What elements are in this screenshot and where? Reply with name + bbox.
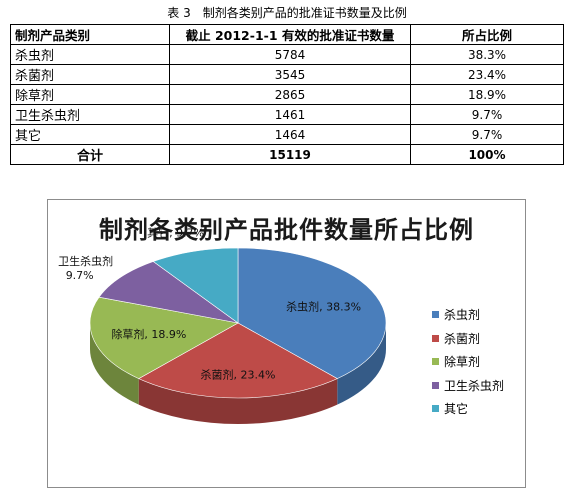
legend-swatch xyxy=(432,405,439,413)
table-title: 制剂各类别产品的批准证书数量及比例 xyxy=(202,6,407,20)
header-category: 制剂产品类别 xyxy=(10,24,170,45)
row-category: 杀菌剂 xyxy=(10,64,170,85)
row-category: 卫生杀虫剂 xyxy=(10,104,170,125)
pie-side-walls xyxy=(90,323,386,424)
header-percent: 所占比例 xyxy=(410,24,564,45)
slice-herbicide xyxy=(89,296,239,379)
legend-label: 除草剂 xyxy=(444,355,481,370)
data-label: 杀菌剂, 23.4% xyxy=(201,367,276,381)
table-row: 杀虫剂 5784 38.3% xyxy=(10,44,564,65)
row-percent: 18.9% xyxy=(410,84,564,105)
table-row: 杀菌剂 3545 23.4% xyxy=(10,64,564,85)
table-total-row: 合计 15119 100% xyxy=(10,144,564,165)
table-caption: 表 3 制剂各类别产品的批准证书数量及比例 xyxy=(0,4,574,21)
total-count: 15119 xyxy=(169,144,411,165)
table-row: 卫生杀虫剂 1461 9.7% xyxy=(10,104,564,125)
table-row: 除草剂 2865 18.9% xyxy=(10,84,564,105)
row-percent: 9.7% xyxy=(410,104,564,125)
table-number: 表 3 xyxy=(167,6,191,20)
data-label: 卫生杀虫剂 9.7% xyxy=(58,254,113,282)
chart-title: 制剂各类别产品批件数量所占比例 xyxy=(99,216,474,244)
row-count: 3545 xyxy=(169,64,411,85)
row-count: 5784 xyxy=(169,44,411,65)
row-count: 1461 xyxy=(169,104,411,125)
legend-item: 杀虫剂 xyxy=(432,303,504,327)
row-percent: 38.3% xyxy=(410,44,564,65)
data-table: 制剂产品类别 截止 2012-1-1 有效的批准证书数量 所占比例 杀虫剂 57… xyxy=(10,24,564,165)
row-category: 其它 xyxy=(10,124,170,145)
legend-item: 其它 xyxy=(432,397,504,421)
data-label: 杀虫剂, 38.3% xyxy=(286,299,361,313)
pie-chart: 杀虫剂, 38.3% 杀菌剂, 23.4% 除草剂, 18.9% 卫生杀虫剂 9.7% 其… xyxy=(58,226,387,424)
row-category: 杀虫剂 xyxy=(10,44,170,65)
table-row: 其它 1464 9.7% xyxy=(10,124,564,145)
legend-item: 除草剂 xyxy=(432,350,504,374)
row-count: 1464 xyxy=(169,124,411,145)
slice-other xyxy=(152,247,239,324)
pie-chart-panel: 制剂各类别产品批件数量所占比例 杀虫剂, 38.3% 杀菌剂, 23.4% 除草剂,… xyxy=(47,199,526,488)
slice-hygiene-insecticide xyxy=(98,261,239,324)
legend-label: 杀菌剂 xyxy=(444,331,481,346)
legend-label: 卫生杀虫剂 xyxy=(444,378,505,393)
table-header-row: 制剂产品类别 截止 2012-1-1 有效的批准证书数量 所占比例 xyxy=(10,24,564,45)
legend-swatch xyxy=(432,311,439,319)
slice-herbicide-side xyxy=(90,323,139,405)
legend-label: 其它 xyxy=(444,402,469,417)
row-percent: 9.7% xyxy=(410,124,564,145)
row-count: 2865 xyxy=(169,84,411,105)
legend-item: 卫生杀虫剂 xyxy=(432,374,504,398)
data-label: 除草剂, 18.9% xyxy=(111,327,186,341)
legend-swatch xyxy=(432,334,439,342)
legend-item: 杀菌剂 xyxy=(432,327,504,351)
row-category: 除草剂 xyxy=(10,84,170,105)
chart-legend: 杀虫剂杀菌剂除草剂卫生杀虫剂其它 xyxy=(432,303,504,421)
legend-swatch xyxy=(432,358,439,366)
total-label: 合计 xyxy=(10,144,170,165)
row-percent: 23.4% xyxy=(410,64,564,85)
slice-insecticide-side xyxy=(337,323,386,405)
data-label: 其它, 9.7% xyxy=(147,226,204,240)
slice-fungicide xyxy=(138,322,338,399)
total-percent: 100% xyxy=(410,144,564,165)
legend-swatch xyxy=(432,381,439,389)
slice-insecticide xyxy=(237,247,387,379)
header-count: 截止 2012-1-1 有效的批准证书数量 xyxy=(169,24,411,45)
legend-label: 杀虫剂 xyxy=(444,308,481,323)
slice-fungicide-side xyxy=(138,378,338,424)
